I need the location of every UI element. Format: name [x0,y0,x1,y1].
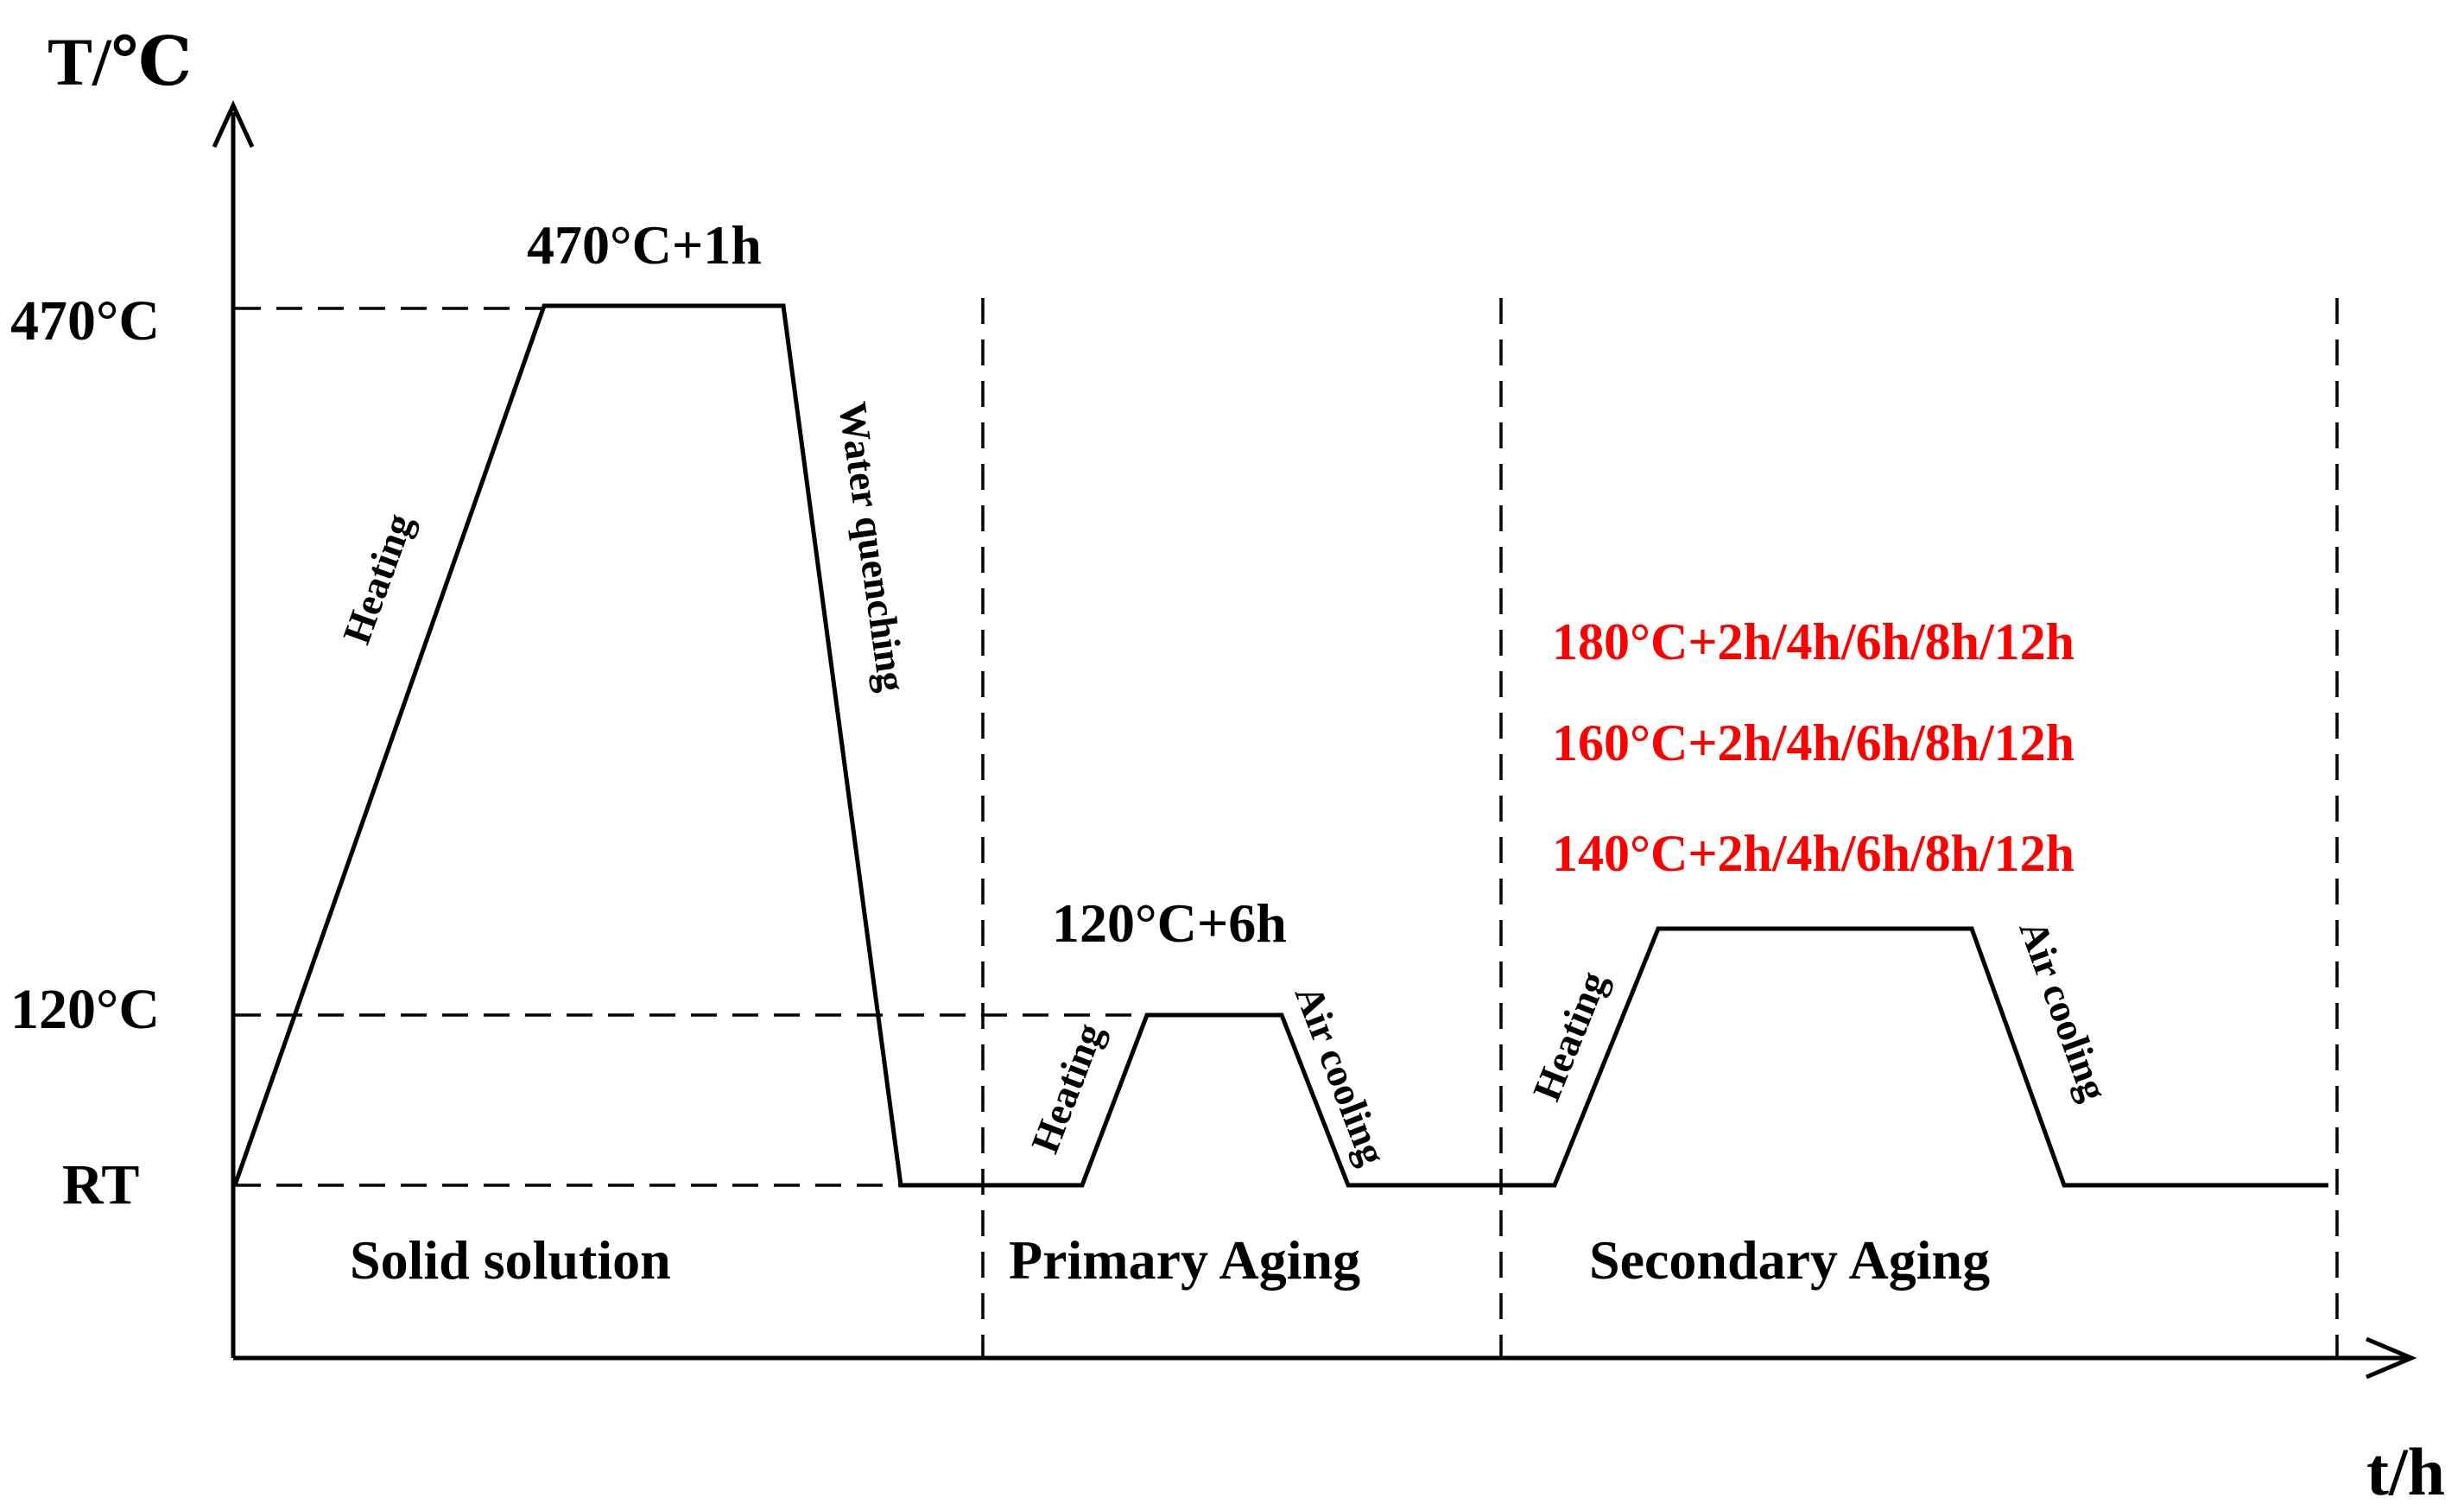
stage-solid-solution: Solid solution [350,1229,671,1291]
y-level-120: 120°C [10,978,160,1041]
stage-primary-aging: Primary Aging [1009,1229,1360,1291]
secondary-condition-180: 180°C+2h/4h/6h/8h/12h [1552,613,2074,670]
stage-secondary-aging: Secondary Aging [1589,1229,1990,1291]
x-axis-arrowhead [2366,1336,2417,1380]
ramp-label-water-quenching: Water quenching [831,399,915,695]
ramp-label-secondary-heating: Heating [1524,965,1616,1107]
primary-condition: 120°C+6h [1052,892,1287,954]
secondary-condition-140: 140°C+2h/4h/6h/8h/12h [1552,825,2074,882]
temperature-profile [232,303,2328,1188]
ramp-label-solution-heating: Heating [334,508,421,650]
y-axis-title: T/℃ [48,24,192,99]
x-axis-title: t/h [2366,1434,2445,1504]
y-level-rt: RT [62,1153,139,1216]
secondary-condition-160: 160°C+2h/4h/6h/8h/12h [1552,714,2074,771]
y-level-470: 470°C [10,289,160,352]
y-axis-arrowhead [212,99,255,149]
solution-condition: 470°C+1h [527,214,762,276]
